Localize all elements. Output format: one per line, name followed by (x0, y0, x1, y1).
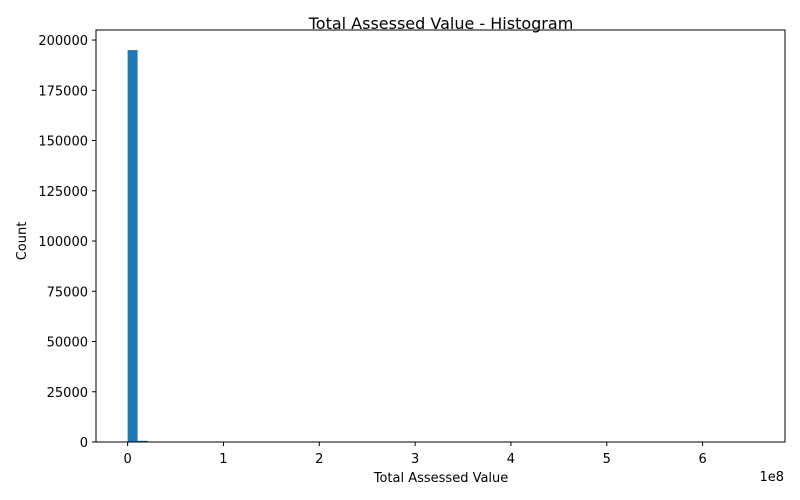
x-axis-ticks: 0 1 2 3 4 5 6 (123, 442, 707, 467)
y-tick-label-4: 100000 (38, 235, 88, 250)
y-axis-ticks: 0 25000 50000 75000 100000 125000 150000 175000… (38, 34, 96, 451)
y-tick-label-0: 0 (80, 436, 88, 451)
y-tick-label-3: 75000 (47, 285, 88, 300)
histogram-bar-1 (137, 440, 148, 442)
x-tick-label-3: 3 (411, 452, 419, 467)
y-tick-label-8: 200000 (38, 34, 88, 49)
y-tick-label-7: 175000 (38, 84, 88, 99)
y-tick-label-6: 150000 (38, 135, 88, 150)
x-tick-label-2: 2 (315, 452, 323, 467)
y-axis-label: Count (15, 222, 30, 261)
y-tick-label-5: 125000 (38, 185, 88, 200)
y-tick-label-1: 25000 (47, 386, 88, 401)
x-tick-label-4: 4 (507, 452, 515, 467)
x-tick-label-1: 1 (219, 452, 227, 467)
y-tick-label-2: 50000 (47, 336, 88, 351)
chart-title: Total Assessed Value - Histogram (308, 14, 574, 33)
histogram-bar-0 (127, 50, 138, 442)
x-tick-label-0: 0 (123, 452, 131, 467)
x-tick-label-5: 5 (603, 452, 611, 467)
plot-frame (95, 29, 786, 443)
x-axis-label: Total Assessed Value (373, 471, 509, 486)
x-axis-offset-label: 1e8 (759, 470, 784, 485)
x-tick-label-6: 6 (698, 452, 706, 467)
